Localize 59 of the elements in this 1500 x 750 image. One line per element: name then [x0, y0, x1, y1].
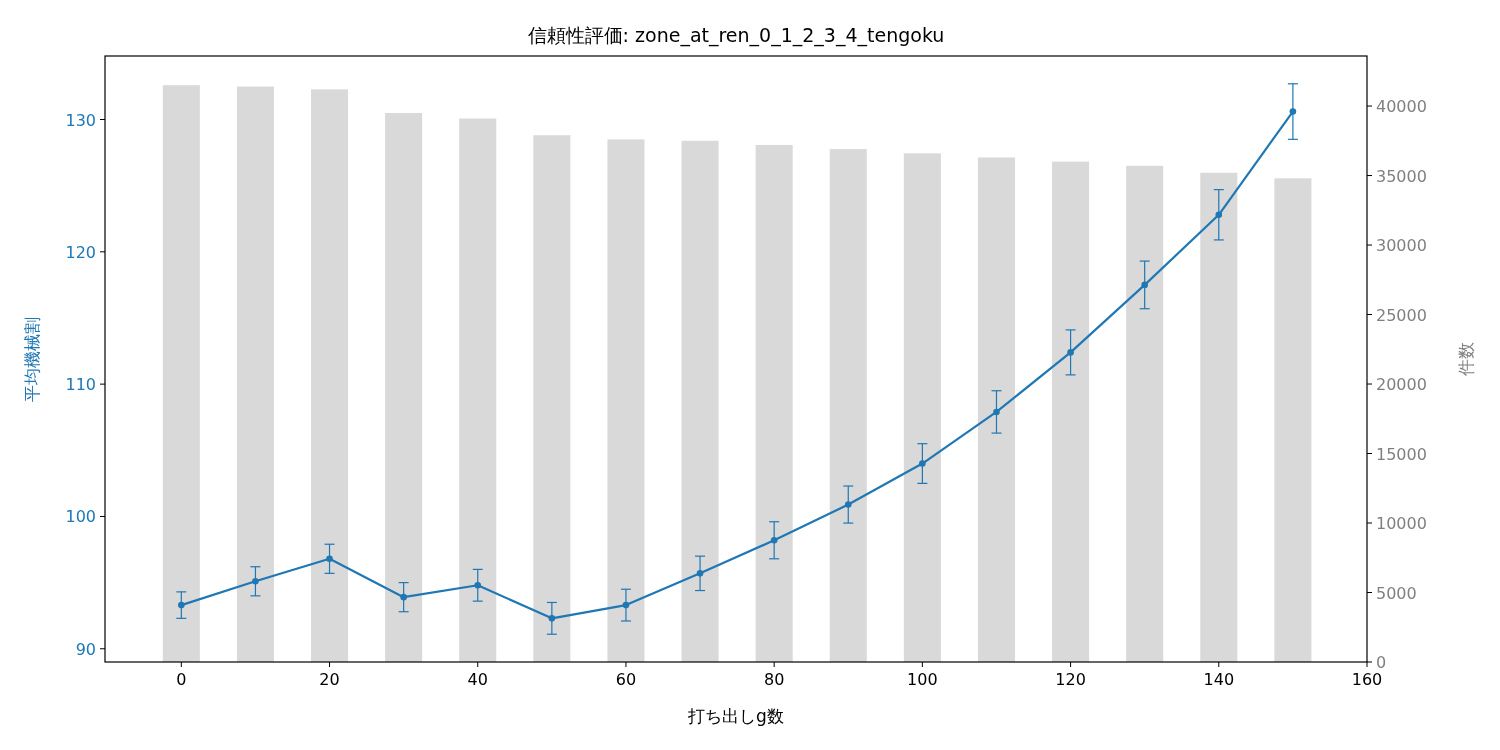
y2-tick-label: 0: [1376, 653, 1387, 672]
x-tick-label: 140: [1203, 670, 1235, 689]
bar: [162, 85, 200, 662]
point: [252, 577, 259, 585]
bar: [311, 89, 349, 662]
y2-tick-label: 15000: [1376, 444, 1427, 464]
point: [696, 570, 704, 577]
x-tick-label: 40: [467, 670, 488, 689]
y2-tick-label: 10000: [1376, 514, 1427, 534]
point: [326, 555, 333, 563]
bar: [1052, 161, 1090, 662]
bar: [977, 157, 1015, 662]
bar: [385, 112, 423, 662]
y-axis-title: 平均機械割: [22, 316, 42, 402]
y2-tick-label: 40000: [1376, 97, 1427, 117]
point: [1215, 211, 1223, 219]
y-tick-label: 130: [65, 110, 96, 130]
point: [1141, 281, 1148, 289]
x-tick-label: 0: [176, 670, 187, 689]
y2-axis-title: 件数: [1456, 342, 1476, 376]
x-tick-label: 80: [763, 670, 785, 689]
point: [770, 536, 778, 544]
point: [919, 460, 926, 467]
y2-tick-label: 25000: [1376, 305, 1427, 325]
x-tick-label: 160: [1351, 670, 1383, 689]
bar: [459, 118, 497, 662]
bar: [903, 153, 941, 662]
bar: [1274, 178, 1312, 662]
y2-tick-label: 5000: [1376, 583, 1417, 603]
y-tick-label: 100: [65, 507, 96, 527]
x-tick-label: 120: [1055, 670, 1086, 689]
point: [993, 408, 1000, 416]
point: [178, 601, 185, 609]
point: [400, 593, 407, 601]
y-tick-label: 120: [65, 242, 96, 262]
y-tick-label: 110: [65, 375, 96, 395]
y2-tick-label: 30000: [1376, 236, 1427, 256]
bar: [1200, 172, 1238, 662]
x-tick-label: 60: [615, 670, 637, 689]
point: [1067, 349, 1074, 356]
point: [474, 581, 482, 589]
y-tick-label: 90: [75, 639, 96, 659]
bar: [681, 140, 719, 662]
chart-title: 信頼性評価: zone_at_ren_0_1_2_3_4_tengoku: [527, 24, 945, 47]
point: [622, 601, 630, 609]
point: [1289, 108, 1297, 115]
bar: [533, 135, 571, 662]
point: [844, 501, 852, 508]
bar: [607, 139, 645, 662]
bar: [236, 86, 274, 662]
x-tick-label: 20: [319, 670, 340, 689]
bar: [829, 149, 867, 662]
y2-tick-label: 20000: [1376, 375, 1427, 395]
point: [548, 615, 556, 622]
y2-tick-label: 35000: [1376, 166, 1427, 186]
bar: [1126, 165, 1164, 662]
bar: [755, 144, 793, 662]
x-axis-title: 打ち出しg数: [687, 706, 784, 726]
x-tick-label: 100: [907, 670, 938, 689]
